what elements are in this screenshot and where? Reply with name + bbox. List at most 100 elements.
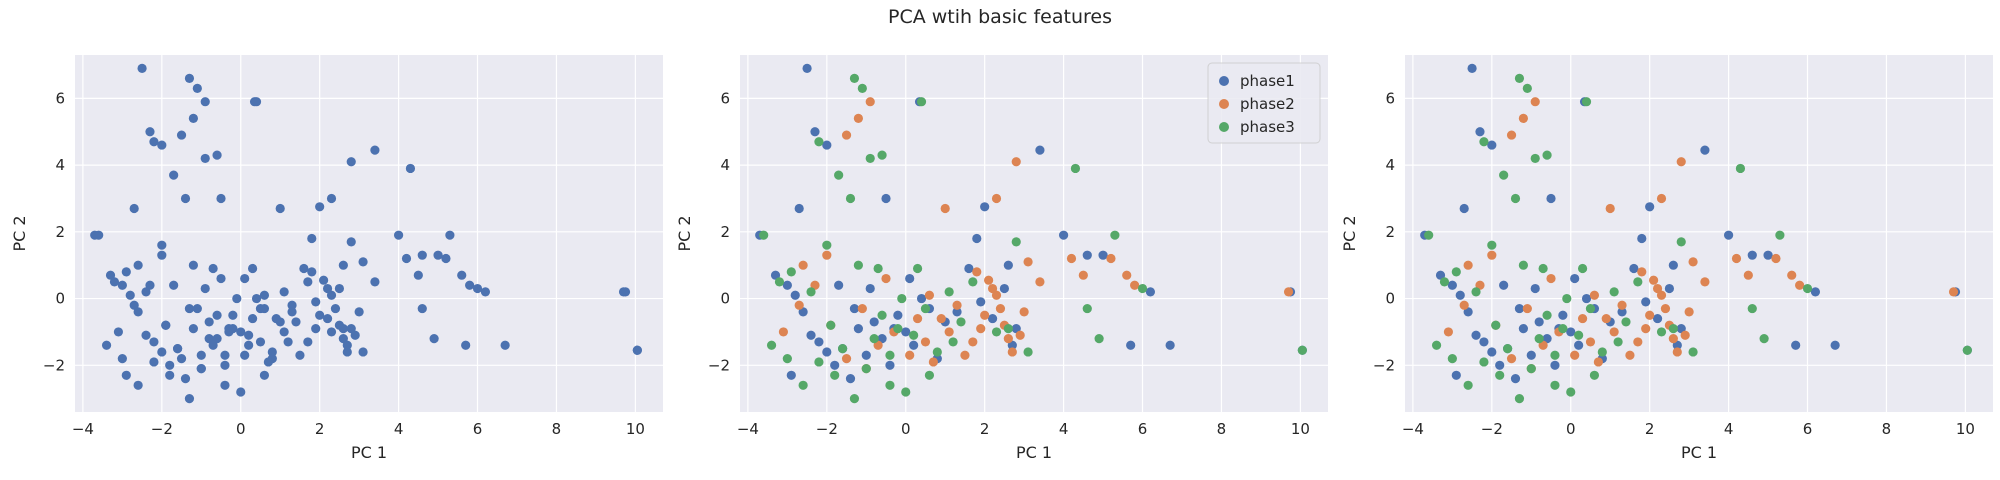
y-tick-label: 4 [720,156,730,174]
x-tick-label: 2 [980,420,990,438]
scatter-point-phase3 [826,320,836,330]
legend-label-phase1: phase1 [1240,72,1295,90]
scatter-point-phase1 [315,202,325,212]
y-tick-label: 0 [55,290,65,308]
scatter-point-phase3 [472,283,483,294]
scatter-point-phase1 [1514,303,1525,314]
scatter-point-phase2 [188,113,198,123]
scatter-point-phase3 [141,287,151,297]
scatter-point-phase1 [845,374,856,384]
scatter-point-phase2 [1106,253,1116,264]
scatter-point-phase1 [461,340,471,350]
scatter-point-phase2 [465,280,475,290]
scatter-point-phase1 [810,127,820,137]
scatter-point-phase2 [980,310,990,320]
scatter-point-phase1 [853,323,863,334]
scatter-point-phase1 [287,307,297,317]
scatter-point-phase3 [1609,287,1619,297]
legend-marker-phase3 [1219,122,1229,132]
scatter-point-phase3 [1003,323,1013,334]
scatter-point-phase2 [326,290,337,300]
scatter-point-phase1 [204,317,214,327]
scatter-point-phase3 [1487,240,1497,250]
scatter-point-phase2 [952,300,962,310]
scatter-point-phase2 [984,275,994,285]
x-axis-label: PC 1 [1681,443,1717,462]
scatter-point-phase1 [500,340,510,350]
y-tick-label: 0 [720,290,730,308]
scatter-point-phase1 [417,250,427,260]
scatter-point-phase1 [125,290,135,300]
x-tick-label: 6 [473,420,483,438]
scatter-point-phase3 [184,73,195,83]
scatter-point-phase3 [121,267,131,277]
scatter-point-phase1 [1451,370,1461,380]
scatter-point-phase1 [1499,280,1509,290]
scatter-point-phase3 [920,303,931,314]
scatter-point-phase3 [232,293,242,304]
scatter-point-phase2 [133,260,143,270]
points-group [755,63,1307,404]
scatter-point-phase2 [1688,257,1698,267]
y-tick-label: 6 [720,89,730,107]
scatter-point-phase1 [987,313,998,324]
scatter-point-phase1 [1518,323,1528,334]
scatter-point-phase1 [1479,337,1489,347]
scatter-point-phase2 [1130,280,1140,290]
y-tick-label: −2 [1373,356,1395,374]
scatter-point-phase1 [877,333,887,344]
scatter-point-phase3 [1550,380,1560,390]
scatter-point-phase1 [885,360,895,370]
y-tick-label: −2 [708,356,730,374]
scatter-point-phase3 [220,350,230,360]
scatter-point-phase2 [1672,347,1682,357]
x-tick-label: 2 [1645,420,1655,438]
scatter-point-phase2 [1506,354,1517,364]
scatter-point-phase1 [1082,250,1092,260]
scatter-point-phase1 [790,290,800,300]
scatter-point-phase1 [1652,313,1663,324]
scatter-point-phase3 [204,333,214,344]
scatter-point-phase2 [129,300,139,310]
x-tick-label: 0 [901,420,911,438]
scatter-point-phase1 [1574,340,1584,350]
scatter-point-phase1 [1581,293,1592,304]
scatter-point-phase2 [319,275,329,285]
scatter-point-phase3 [857,83,867,93]
scatter-point-phase3 [1688,347,1698,357]
scatter-point-phase1 [1558,310,1568,320]
y-axis-label: PC 2 [675,215,694,251]
scatter-point-phase3 [1514,394,1525,404]
scatter-point-phase3 [1447,354,1457,364]
scatter-point-phase2 [1633,337,1643,347]
y-axis-label: PC 2 [10,215,29,251]
x-tick-label: 6 [1138,420,1148,438]
legend-marker-phase2 [1219,99,1229,109]
scatter-point-phase3 [220,380,230,390]
scatter-point-phase3 [1471,287,1481,297]
scatter-point-phase3 [916,97,927,107]
scatter-point-phase2 [247,313,258,324]
scatter-point-phase1 [1035,145,1045,155]
x-tick-label: 0 [1566,420,1576,438]
scatter-point-phase2 [1546,273,1556,284]
x-axis-label: PC 1 [351,443,387,462]
scatter-point-phase2 [1743,270,1753,280]
scatter-point-phase1 [865,283,875,294]
scatter-point-phase2 [401,253,412,264]
scatter-point-phase1 [149,337,159,347]
scatter-point-phase3 [901,387,911,397]
scatter-point-phase1 [1495,360,1505,370]
scatter-point-phase2 [778,327,789,337]
scatter-point-phase2 [1656,290,1667,300]
scatter-point-phase2 [1787,270,1797,280]
scatter-point-phase1 [1617,307,1627,317]
scatter-point-phase3 [834,170,844,180]
x-axis-label: PC 1 [1016,443,1052,462]
scatter-point-phase2 [157,250,167,260]
scatter-point-phase1 [346,323,356,334]
scatter-point-phase1 [1672,340,1682,350]
scatter-point-phase3 [1522,83,1532,93]
scatter-point-phase2 [798,260,808,270]
